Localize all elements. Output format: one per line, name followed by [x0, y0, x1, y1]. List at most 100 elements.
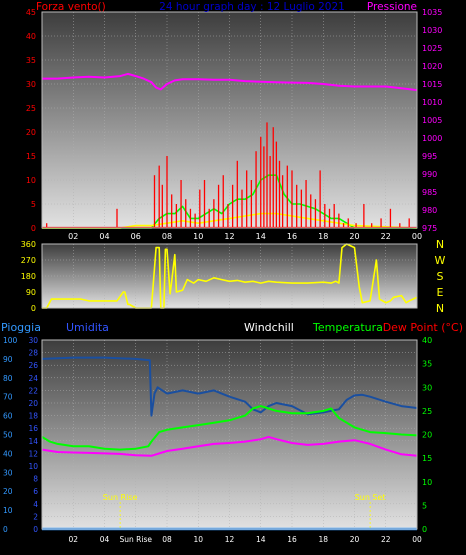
- x-tick-label: 22: [381, 232, 391, 241]
- rain-tick-label: 60: [3, 412, 13, 421]
- x-tick-label: 10: [193, 232, 203, 241]
- direction-tick-label: 270: [21, 256, 36, 265]
- humidity-tick-label: 24: [28, 374, 38, 383]
- pressure-tick-label: 1030: [422, 26, 442, 35]
- wind-tick-label: 5: [31, 200, 36, 209]
- wind-tick-label: 40: [26, 32, 36, 41]
- rain-tick-label: 70: [3, 393, 13, 402]
- humidity-tick-label: 28: [28, 349, 38, 358]
- pressure-tick-label: 1015: [422, 80, 442, 89]
- panel-frame: [41, 11, 418, 229]
- rain-tick-label: 10: [3, 506, 13, 515]
- rain-tick-label: 50: [3, 431, 13, 440]
- dew_point-line: [41, 435, 418, 457]
- x-tick-label: 02: [68, 535, 78, 544]
- rain-tick-label: 30: [3, 468, 13, 477]
- direction-tick-label: 360: [21, 240, 36, 249]
- x-tick-label: 18: [318, 535, 328, 544]
- pressure-tick-label: 1020: [422, 62, 442, 71]
- compass-label: N: [436, 302, 444, 315]
- pressure-tick-label: 980: [422, 206, 437, 215]
- rain-tick-label: 100: [3, 336, 18, 345]
- x-tick-label: 12: [224, 232, 234, 241]
- rain-tick-label: 80: [3, 374, 13, 383]
- x-tick-label: 08: [162, 232, 172, 241]
- x-tick-label: 06: [131, 232, 141, 241]
- compass-label: S: [437, 270, 444, 283]
- temperature-line: [41, 405, 418, 451]
- pressure-tick-label: 1035: [422, 8, 442, 17]
- temperature-tick-label: 10: [422, 478, 432, 487]
- rain-tick-label: 90: [3, 355, 13, 364]
- direction-tick-label: 90: [26, 288, 36, 297]
- humidity-tick-label: 12: [28, 449, 38, 458]
- humidity-tick-label: 2: [33, 512, 38, 521]
- wind-tick-label: 20: [26, 128, 36, 137]
- wind-pressure-panel: 0510152025303540459759809859909951000100…: [26, 1, 443, 241]
- humidity-tick-label: 26: [28, 361, 38, 370]
- humidity-tick-label: 8: [33, 475, 38, 484]
- temperature-tick-label: 15: [422, 454, 432, 463]
- temperature-tick-label: 25: [422, 407, 432, 416]
- panel-frame: [41, 339, 418, 530]
- pressure-tick-label: 995: [422, 152, 437, 161]
- x-tick-label: 00: [412, 232, 422, 241]
- x-tick-label: 14: [256, 535, 266, 544]
- pressure-axis-title: Pressione: [367, 1, 417, 13]
- panel-frame: [41, 243, 418, 309]
- temperature-tick-label: 5: [422, 501, 427, 510]
- rain-tick-label: 0: [3, 525, 8, 534]
- wind-tick-label: 10: [26, 176, 36, 185]
- windchill-legend: Windchill: [244, 321, 294, 334]
- wind-tick-label: 0: [31, 224, 36, 233]
- pressure-tick-label: 1005: [422, 116, 442, 125]
- humidity-tick-label: 22: [28, 386, 38, 395]
- humidity-tick-label: 16: [28, 424, 38, 433]
- pressure-tick-label: 1025: [422, 44, 442, 53]
- x-tick-label: 08: [162, 535, 172, 544]
- direction-tick-label: 0: [31, 304, 36, 313]
- pressure-line: [42, 72, 418, 92]
- direction-tick-label: 180: [21, 272, 36, 281]
- temperature-tick-label: 35: [422, 360, 432, 369]
- temperature-tick-label: 40: [422, 336, 432, 345]
- wind-tick-label: 15: [26, 152, 36, 161]
- pressure-tick-label: 975: [422, 224, 437, 233]
- x-tick-label: 00: [412, 535, 422, 544]
- temperature-tick-label: 30: [422, 383, 432, 392]
- wind-direction-line: [42, 243, 418, 309]
- x-tick-label: 04: [99, 232, 109, 241]
- chart-title: 24 hour graph day : 12 Luglio 2021: [159, 1, 345, 13]
- x-tick-label: 22: [381, 535, 391, 544]
- temperature-legend: Temperatura: [312, 321, 383, 334]
- x-tick-label: 14: [256, 232, 266, 241]
- humidity-tick-label: 20: [28, 399, 38, 408]
- x-tick-label: 10: [193, 535, 203, 544]
- temperature-tick-label: 20: [422, 431, 432, 440]
- humidity-tick-label: 10: [28, 462, 38, 471]
- humidity-tick-label: 6: [33, 487, 38, 496]
- dew-point-legend: Dew Point (°C): [383, 321, 463, 334]
- temperature-humidity-panel: Sun Rise Sun Set 024681012141618202224262…: [1, 321, 463, 544]
- humidity-tick-label: 14: [28, 437, 38, 446]
- humidity-tick-label: 0: [33, 525, 38, 534]
- sunrise-label: Sun Rise: [103, 493, 138, 502]
- wind-tick-label: 30: [26, 80, 36, 89]
- axis-ticks: 0510152025303540459759809859909951000100…: [26, 8, 443, 241]
- wind-axis-title: Forza vento(): [36, 1, 106, 13]
- temperature-tick-label: 0: [422, 525, 427, 534]
- humidity-tick-label: 30: [28, 336, 38, 345]
- rain-axis-title: Pioggia: [1, 321, 41, 334]
- wind-tick-label: 25: [26, 104, 36, 113]
- humidity-tick-label: 18: [28, 412, 38, 421]
- humidity-tick-label: 4: [33, 500, 38, 509]
- rain-tick-label: 20: [3, 487, 13, 496]
- x-tick-label: 02: [68, 232, 78, 241]
- x-tick-label: 20: [349, 232, 359, 241]
- pressure-tick-label: 990: [422, 170, 437, 179]
- humidity-axis-title: Umidita: [66, 321, 109, 334]
- axis-ticks: 0246810121416182022242628300102030405060…: [3, 336, 432, 544]
